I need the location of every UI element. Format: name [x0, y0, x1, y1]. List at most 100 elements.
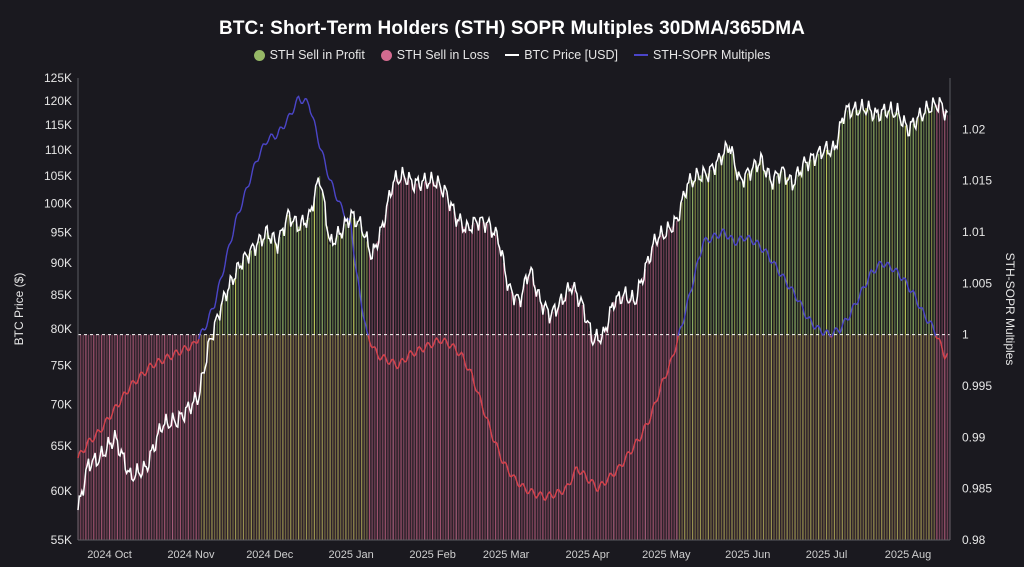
bar-loss [621, 296, 623, 540]
bar-profit [846, 110, 849, 335]
bar-profit-lower [749, 334, 751, 540]
bar-profit [862, 108, 864, 335]
right-tick-label: 0.98 [962, 533, 986, 547]
bar-loss [150, 334, 153, 540]
bar-loss [513, 295, 515, 540]
bar-loss [143, 334, 145, 540]
bar-profit [907, 129, 909, 335]
bar-profit [295, 223, 297, 335]
bar-loss [489, 227, 491, 540]
right-tick-label: 0.99 [962, 430, 986, 444]
bar-profit-lower [221, 334, 224, 540]
bar-profit-lower [710, 334, 712, 540]
bar-loss [421, 182, 423, 540]
bar-profit-lower [797, 334, 799, 540]
bar-profit-lower [794, 334, 796, 540]
bar-profit [319, 176, 321, 335]
bar-profit [857, 109, 859, 335]
bar-profit [692, 180, 694, 335]
x-tick-label: 2025 Feb [409, 549, 455, 561]
left-tick-label: 120K [44, 94, 72, 108]
bar-loss [80, 334, 82, 540]
bar-loss [418, 182, 421, 541]
bar-profit-lower [298, 334, 300, 540]
bar-profit-lower [282, 334, 284, 540]
bar-loss [631, 300, 633, 540]
bar-loss [670, 226, 673, 540]
bar-profit-lower [295, 334, 297, 540]
left-axis-title: BTC Price ($) [12, 273, 26, 346]
bar-profit-lower [739, 334, 741, 540]
bar-loss [576, 295, 578, 540]
bar-loss [95, 334, 97, 540]
bar-profit-lower [907, 334, 909, 540]
bar-loss [531, 277, 533, 540]
bar-profit [234, 273, 237, 335]
bar-loss [542, 305, 544, 540]
bar-loss [560, 301, 562, 540]
bar-profit-lower [770, 334, 772, 540]
bar-profit [684, 193, 686, 335]
bar-profit-lower [762, 334, 765, 540]
bar-profit-lower [933, 334, 935, 540]
legend-item-sth-sopr-multiples[interactable]: STH-SOPR Multiples [633, 48, 770, 62]
bar-profit [752, 168, 754, 335]
right-axis-title: STH-SOPR Multiples [1003, 253, 1017, 366]
bar-profit-lower [815, 334, 817, 540]
bar-profit-lower [332, 334, 334, 540]
bar-profit-lower [229, 334, 231, 540]
bar-profit-lower [886, 334, 888, 540]
bar-loss [463, 226, 465, 540]
left-tick-label: 85K [51, 288, 72, 302]
bar-profit-lower [915, 334, 917, 540]
bar-loss [174, 334, 176, 540]
bar-profit [744, 176, 746, 335]
bar-loss [368, 248, 371, 540]
bar-loss [626, 296, 628, 540]
bar-profit [277, 244, 279, 335]
bar-loss [663, 233, 665, 540]
bar-profit [311, 207, 313, 335]
bar-profit-lower [342, 334, 344, 540]
bar-loss [941, 107, 943, 540]
bar-profit [303, 222, 305, 335]
legend-item-sth-sell-in-loss[interactable]: STH Sell in Loss [380, 48, 489, 62]
bar-profit-lower [271, 334, 273, 540]
bar-profit-lower [313, 334, 315, 540]
bar-profit-lower [358, 334, 360, 540]
x-tick-label: 2025 Mar [483, 549, 530, 561]
legend-item-btc-price[interactable]: BTC Price [USD] [505, 48, 618, 62]
bar-profit [812, 157, 815, 335]
bar-loss [179, 334, 182, 540]
bar-profit [728, 144, 730, 335]
bar-loss [140, 334, 142, 540]
bar-profit [707, 173, 709, 335]
bar-profit [773, 178, 775, 335]
bar-profit-lower [912, 334, 914, 540]
bar-profit-lower [820, 334, 822, 540]
bar-profit [852, 110, 854, 335]
legend-label-profit: STH Sell in Profit [269, 48, 365, 62]
bar-loss [434, 181, 436, 541]
right-tick-label: 0.995 [962, 379, 992, 393]
bar-loss [195, 334, 197, 540]
bar-profit-lower [844, 334, 846, 540]
legend-item-sth-sell-in-profit[interactable]: STH Sell in Profit [253, 48, 365, 62]
bar-profit [815, 155, 817, 335]
bar-profit-lower [340, 334, 342, 540]
bar-profit-lower [783, 334, 786, 540]
bar-profit-lower [287, 334, 289, 540]
bar-profit [825, 149, 828, 335]
bar-loss [565, 293, 568, 540]
bar-profit [723, 152, 725, 335]
bar-loss [145, 334, 147, 540]
bar-profit-lower [831, 334, 833, 540]
bar-loss [98, 334, 100, 540]
bar-profit [686, 184, 688, 335]
bar-profit-lower [812, 334, 815, 540]
bar-profit-lower [686, 334, 688, 540]
bar-profit-lower [734, 334, 736, 540]
bar-profit [765, 170, 767, 335]
bar-profit-lower [707, 334, 709, 540]
